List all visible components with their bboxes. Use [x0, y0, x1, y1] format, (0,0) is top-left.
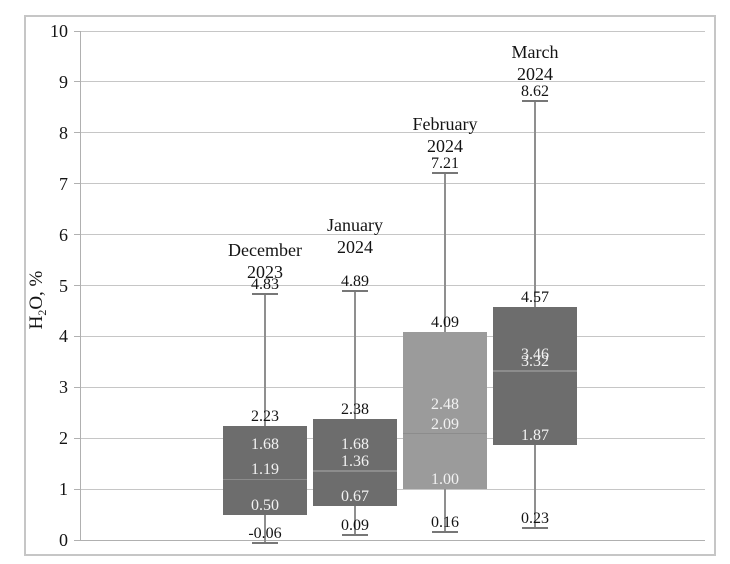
label-q3: 4.57 [521, 289, 549, 307]
median-line [223, 478, 307, 481]
y-axis-tick [74, 386, 80, 388]
label-min: 0.16 [431, 513, 459, 531]
gridline [80, 386, 705, 388]
box [493, 307, 577, 445]
whisker-cap-bottom [342, 534, 368, 537]
label-min: 0.23 [521, 510, 549, 528]
month-label-line: 2024 [427, 136, 463, 156]
month-label: December 2023 [200, 239, 330, 283]
whisker-cap-top [522, 100, 548, 103]
y-axis-tick [74, 488, 80, 490]
label-min: -0.06 [248, 525, 282, 543]
gridline [80, 183, 705, 185]
label-max: 4.83 [251, 276, 279, 294]
y-axis-tick [74, 30, 80, 32]
label-q3: 4.09 [431, 313, 459, 331]
gridline [80, 132, 705, 134]
y-axis-tick [74, 335, 80, 337]
y-tick-label: 7 [59, 173, 68, 194]
y-axis-tick [74, 183, 80, 185]
gridline [80, 285, 705, 286]
label-max: 4.89 [341, 273, 369, 291]
box [223, 426, 307, 515]
label-median: 2.09 [431, 415, 459, 433]
label-max: 7.21 [431, 155, 459, 172]
label-median: 3.32 [521, 353, 549, 370]
whisker-cap-bottom [522, 527, 548, 530]
y-axis-tick [74, 285, 80, 286]
month-label-line: 2023 [247, 262, 283, 283]
month-label-line: March [511, 42, 559, 63]
gridline [80, 234, 705, 236]
label-min: 0.09 [341, 517, 369, 535]
month-label: February 2024 [380, 113, 510, 157]
whisker-cap-top [252, 293, 278, 296]
label-q3: 2.23 [251, 408, 279, 426]
y-axis-line [79, 31, 81, 540]
figure-border [24, 15, 716, 556]
median-line [403, 432, 487, 435]
y-tick-label: 0 [59, 530, 68, 550]
gridline [80, 335, 705, 337]
y-tick-label: 9 [59, 71, 68, 92]
y-axis-tick [74, 81, 80, 83]
whisker-line [354, 291, 356, 536]
label-mean: 1.68 [341, 436, 369, 454]
month-label: March 2024 [470, 41, 600, 85]
y-axis-tick [74, 132, 80, 134]
month-label-line: 2024 [517, 64, 553, 85]
y-tick-label: 1 [59, 479, 68, 500]
whisker-cap-top [432, 172, 458, 174]
whisker-cap-bottom [252, 542, 278, 545]
label-q1: 0.67 [341, 487, 369, 505]
y-tick-label: 5 [59, 275, 68, 296]
y-tick-label: 6 [59, 224, 68, 245]
y-tick-label: 10 [50, 21, 68, 41]
label-mean: 1.68 [251, 436, 279, 454]
label-max: 8.62 [521, 83, 549, 101]
label-q1: 1.87 [521, 426, 549, 444]
median-line [313, 470, 397, 472]
month-label-line: December [228, 240, 302, 261]
label-q3: 2.38 [341, 400, 369, 418]
label-median: 1.19 [251, 461, 279, 479]
label-mean: 3.46 [521, 345, 549, 363]
median-line [493, 370, 577, 372]
label-median: 1.36 [341, 452, 369, 470]
box [313, 418, 397, 506]
y-axis-tick [74, 539, 80, 541]
month-label-line: 2024 [337, 237, 373, 258]
whisker-line [264, 294, 266, 544]
gridline [80, 81, 705, 83]
month-label-line: January [327, 215, 383, 236]
label-q1: 0.50 [251, 496, 279, 514]
y-tick-label: 4 [59, 326, 68, 347]
label-mean: 2.48 [431, 395, 459, 413]
month-label: January 2024 [290, 214, 420, 258]
y-axis-tick [74, 234, 80, 236]
gridline [80, 30, 705, 32]
y-axis-tick [74, 437, 80, 439]
y-tick-label: 3 [59, 377, 68, 398]
label-q1: 1.00 [431, 471, 459, 489]
month-label-line: February [412, 114, 478, 134]
whisker-cap-top [342, 290, 368, 293]
gridline [80, 539, 705, 541]
y-tick-label: 8 [59, 122, 68, 143]
box [403, 331, 487, 490]
y-tick-label: 2 [59, 428, 68, 449]
whisker-cap-bottom [432, 530, 458, 533]
